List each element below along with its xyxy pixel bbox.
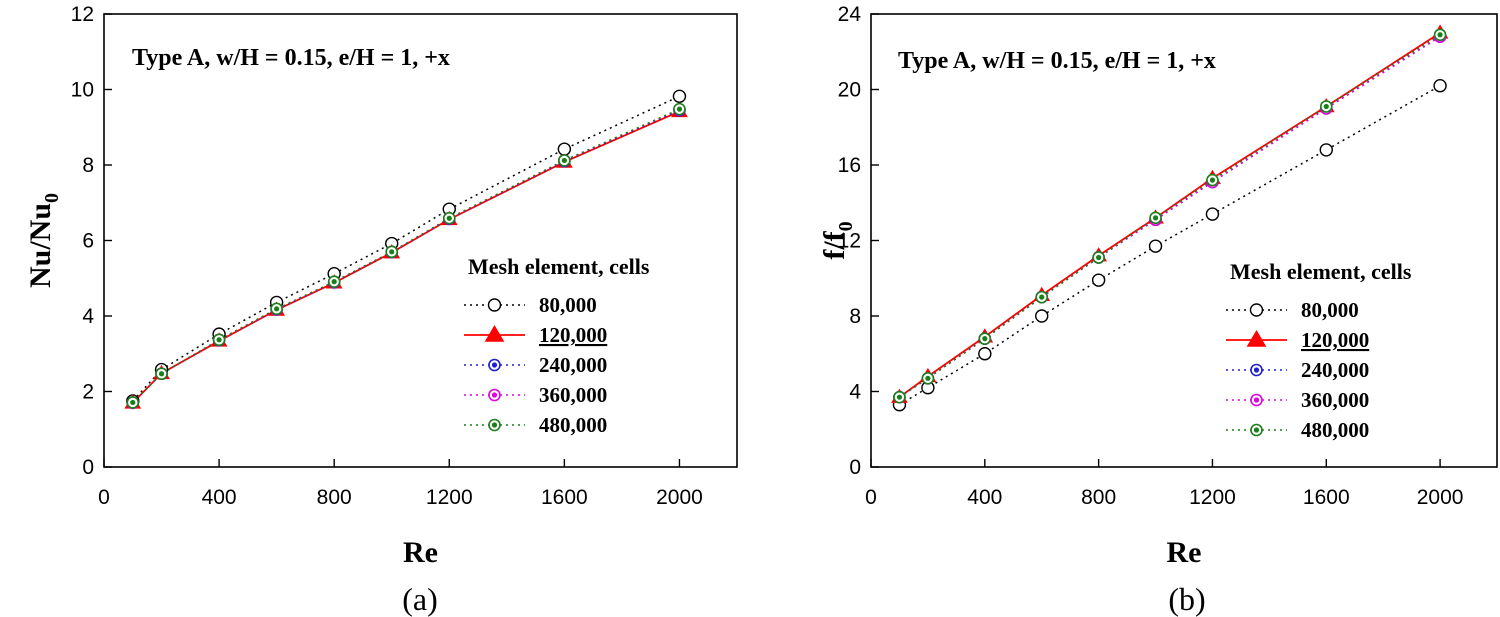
chart-a-data-point <box>558 154 571 167</box>
chart-a-legend-marker-1 <box>484 325 505 342</box>
chart-a-ytick-label: 8 <box>82 154 94 177</box>
chart-a-ylabel-main: Nu/Nu <box>24 203 57 288</box>
chart-b-data-point <box>1149 211 1162 225</box>
chart-b-caption: (b) <box>1168 581 1205 617</box>
chart-a: 0 2 4 6 8 10 12 0 400 800 1200 1600 2000 Type A, w/… <box>24 3 738 617</box>
chart-b-data-point <box>1092 251 1105 264</box>
chart-b-legend-label-2: 240,000 <box>1301 358 1369 382</box>
chart-a-data-point <box>557 142 572 156</box>
chart-b-ytick-label: 12 <box>838 230 861 253</box>
chart-b-xtick-label: 1600 <box>1303 486 1350 509</box>
chart-a-data-point <box>155 367 168 381</box>
chart-b-annotation: Type A, w/H = 0.15, e/H = 1, +x <box>898 48 1216 74</box>
chart-a-data-point <box>385 245 399 259</box>
chart-a-data-point <box>212 333 226 347</box>
chart-a-xtick-label: 2000 <box>656 486 703 509</box>
chart-a-data-point <box>327 275 341 288</box>
chart-a-ytick-label: 0 <box>82 456 94 479</box>
chart-a-ytick-label: 10 <box>71 79 94 102</box>
chart-a-xtick-label: 1600 <box>541 486 588 509</box>
chart-a-data-point <box>442 211 456 225</box>
chart-b-legend-marker-2 <box>1250 363 1263 377</box>
chart-b: 0 4 8 12 16 20 24 0 400 800 1200 1600 2000 Type A, … <box>818 3 1498 617</box>
chart-a-legend-label-2: 240,000 <box>539 353 607 377</box>
chart-b-ytick-label: 24 <box>838 3 862 26</box>
chart-b-legend-marker-4 <box>1250 423 1263 437</box>
chart-a-ytick-label: 4 <box>82 305 94 328</box>
chart-a-legend-marker-2 <box>488 358 501 372</box>
chart-b-data-point <box>1319 143 1333 157</box>
chart-a-ylabel: Nu/Nu0 <box>24 193 63 288</box>
chart-b-ylabel-main: f/f <box>818 230 851 259</box>
chart-b-xtick-label: 2000 <box>1417 486 1464 509</box>
chart-a-legend-label-1: 120,000 <box>539 323 607 347</box>
chart-b-xtick-label: 1200 <box>1189 486 1236 509</box>
chart-b-data-point <box>1035 309 1049 323</box>
chart-a-ytick-label: 2 <box>82 381 94 404</box>
chart-b-legend-label-1: 120,000 <box>1301 328 1369 352</box>
chart-a-frame <box>103 13 738 468</box>
chart-b-xtick-label: 800 <box>1081 486 1116 509</box>
chart-a-xtick-label: 400 <box>202 486 237 509</box>
chart-b-xtick-label: 0 <box>865 486 877 509</box>
chart-b-legend-marker-1 <box>1246 330 1267 347</box>
chart-b-ytick-label: 16 <box>838 154 861 177</box>
chart-b-data-point <box>1433 79 1447 93</box>
chart-b-legend-marker-3 <box>1250 393 1263 407</box>
chart-a-legend-label-3: 360,000 <box>539 383 607 407</box>
chart-a-xtick-label: 0 <box>98 486 110 509</box>
chart-b-legend-label-0: 80,000 <box>1301 298 1359 322</box>
chart-b-ytick-label: 0 <box>849 456 861 479</box>
chart-b-data-point <box>1148 239 1163 253</box>
chart-b-legend-title: Mesh element, cells <box>1230 259 1412 284</box>
chart-b-data-point <box>921 371 935 385</box>
chart-b-ytick-label: 8 <box>849 305 861 328</box>
chart-b-data-point <box>978 347 992 361</box>
chart-b-ytick-label: 4 <box>849 381 861 404</box>
chart-b-data-point <box>978 332 992 345</box>
chart-b-ylabel: f/f0 <box>818 221 857 259</box>
chart-b-ytick-label: 20 <box>838 79 861 102</box>
chart-a-xlabel: Re <box>403 536 438 569</box>
chart-a-data-point <box>672 89 687 103</box>
chart-b-data-point <box>893 390 906 404</box>
chart-b-data-point <box>1035 290 1049 304</box>
chart-b-frame <box>870 13 1498 468</box>
chart-a-ylabel-sub: 0 <box>41 193 63 203</box>
chart-a-data-point <box>270 302 283 316</box>
chart-b-xtick-label: 400 <box>967 486 1002 509</box>
chart-a-ytick-label: 12 <box>71 3 94 26</box>
chart-a-legend-title: Mesh element, cells <box>468 254 650 279</box>
chart-b-data-point <box>1433 28 1447 42</box>
chart-a-xtick-label: 1200 <box>426 486 473 509</box>
chart-a-data-point <box>126 396 140 409</box>
chart-a-annotation: Type A, w/H = 0.15, e/H = 1, +x <box>132 45 450 71</box>
chart-b-legend-label-3: 360,000 <box>1301 388 1369 412</box>
chart-b-data-point <box>1206 173 1219 187</box>
chart-a-xtick-label: 800 <box>317 486 352 509</box>
chart-b-data-point <box>1319 100 1333 113</box>
chart-a-legend-marker-4 <box>488 418 501 432</box>
chart-a-caption: (a) <box>402 581 438 617</box>
chart-a-legend-marker-0 <box>487 298 502 312</box>
chart-b-series-points-4 <box>893 28 1447 404</box>
chart-a-legend-label-0: 80,000 <box>539 293 597 317</box>
chart-b-legend-marker-0 <box>1249 303 1264 317</box>
chart-b-data-point <box>1205 207 1220 221</box>
chart-a-ytick-label: 6 <box>82 230 94 253</box>
chart-a-legend-marker-3 <box>488 388 501 402</box>
chart-b-legend-label-4: 480,000 <box>1301 418 1369 442</box>
chart-a-legend-label-4: 480,000 <box>539 413 607 437</box>
chart-b-xlabel: Re <box>1167 536 1202 569</box>
chart-b-data-point <box>1091 273 1106 287</box>
chart-a-data-point <box>673 102 686 116</box>
chart-b-ylabel-sub: 0 <box>835 221 857 231</box>
chart-a-series-points-4 <box>126 102 686 409</box>
